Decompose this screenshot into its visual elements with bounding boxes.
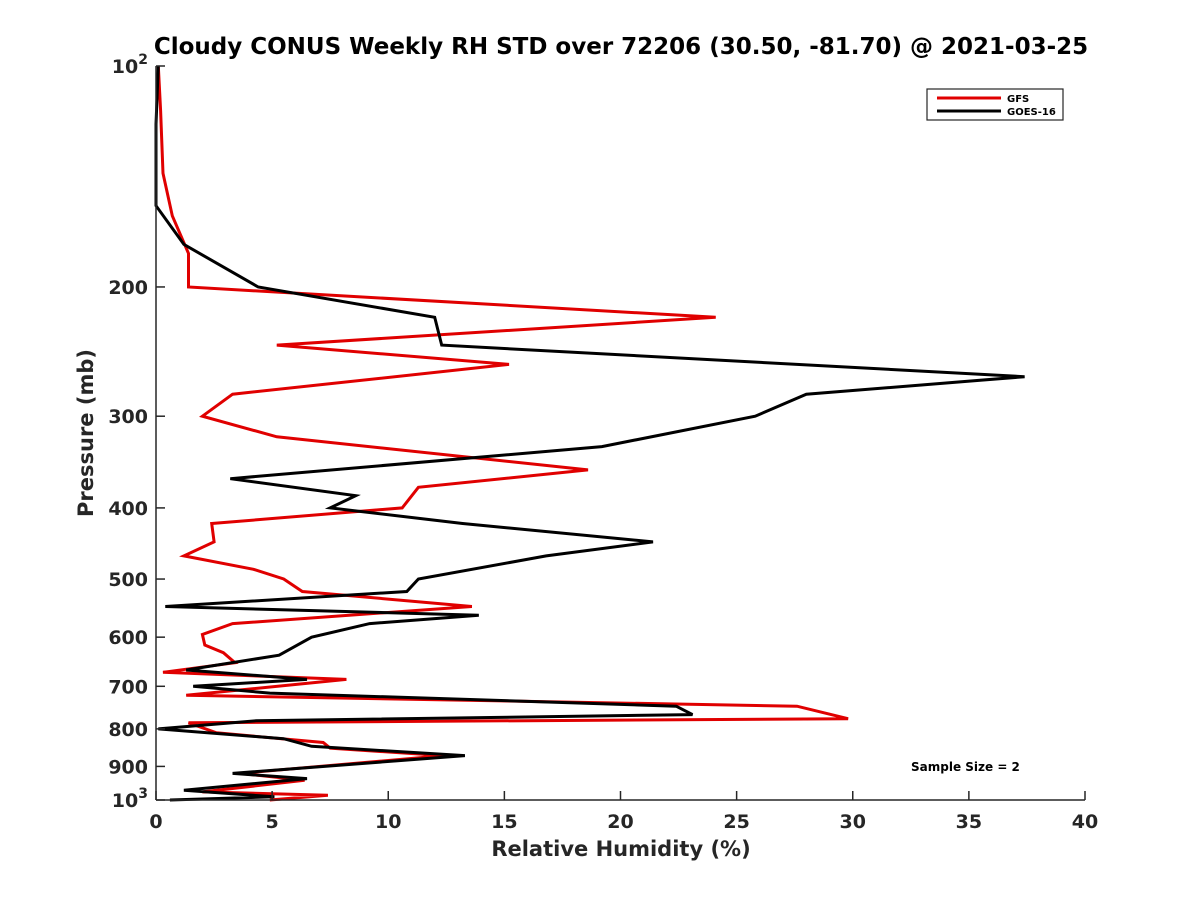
legend-label-goes16: GOES-16 [1007, 107, 1056, 118]
x-tick-label: 0 [149, 811, 162, 833]
y-tick-label: 102 [112, 52, 148, 78]
y-tick-label: 800 [108, 719, 148, 741]
y-tick-label: 200 [108, 277, 148, 299]
y-axis-label: Pressure (mb) [74, 349, 98, 517]
y-tick-label: 600 [108, 627, 148, 649]
x-tick-label: 20 [607, 811, 633, 833]
x-tick-label: 40 [1072, 811, 1098, 833]
x-tick-label: 5 [266, 811, 279, 833]
x-tick-label: 10 [375, 811, 401, 833]
plot-area [154, 65, 1025, 802]
y-tick-label: 900 [108, 756, 148, 778]
axes: 0 5 10 15 20 25 30 35 40 102 200 300 400 500 600 700 800… [108, 52, 1098, 833]
chart-title: Cloudy CONUS Weekly RH STD over 72206 (3… [154, 34, 1088, 60]
y-tick-label: 300 [108, 406, 148, 428]
sample-size-annotation: Sample Size = 2 [911, 760, 1020, 774]
x-tick-label: 30 [840, 811, 866, 833]
x-tick-label: 35 [956, 811, 982, 833]
x-axis-label: Relative Humidity (%) [491, 837, 750, 861]
y-tick-label: 103 [112, 786, 148, 812]
legend: GFS GOES-16 [926, 88, 1064, 121]
series-line-gfs [156, 65, 849, 802]
y-tick-label: 400 [108, 498, 148, 520]
legend-label-gfs: GFS [1007, 94, 1029, 105]
series-line-goes16 [154, 65, 1025, 802]
y-tick-label: 700 [108, 676, 148, 698]
x-tick-label: 25 [723, 811, 749, 833]
y-tick-label: 500 [108, 569, 148, 591]
x-tick-label: 15 [491, 811, 517, 833]
legend-box [926, 88, 1064, 121]
